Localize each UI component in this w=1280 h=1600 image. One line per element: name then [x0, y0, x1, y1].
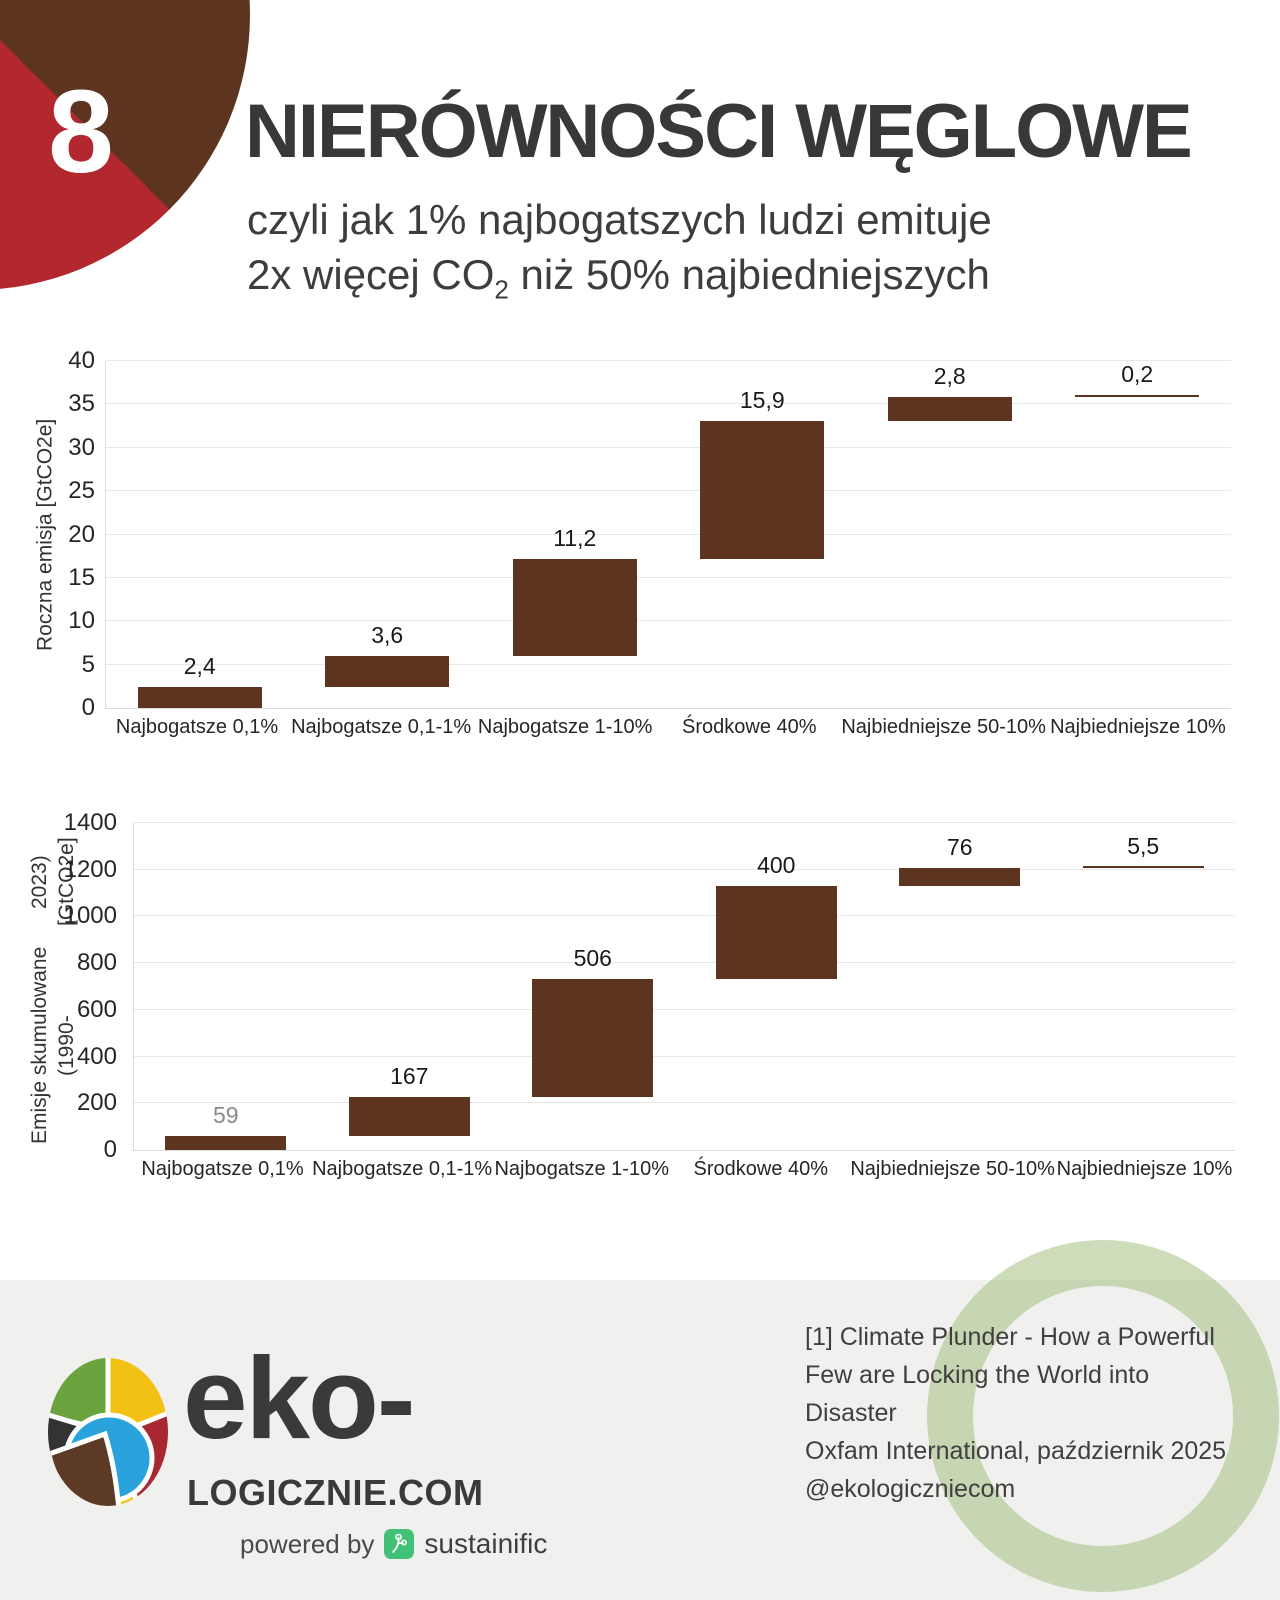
gridline	[106, 576, 1231, 578]
subtitle-line2-post: niż 50% najbiedniejszych	[508, 251, 990, 298]
y-tick-label: 1400	[63, 809, 117, 836]
y-tick-label: 35	[68, 390, 95, 418]
bar-value-label: 76	[946, 833, 973, 860]
gridline	[106, 446, 1231, 448]
bar-value-label: 506	[573, 945, 612, 972]
subtitle-line1: czyli jak 1% najbogatszych ludzi emituje	[247, 196, 992, 243]
subtitle-line2-pre: 2x więcej CO	[247, 251, 495, 298]
y-tick-label: 800	[76, 949, 117, 977]
waterfall-bar	[715, 885, 837, 980]
bar-value-label: 5,5	[1127, 832, 1160, 859]
y-tick-label: 400	[76, 1042, 117, 1070]
bar-value-label: 2,8	[933, 362, 966, 389]
x-category-label: Środkowe 40%	[693, 1158, 829, 1180]
waterfall-bar	[899, 867, 1021, 886]
sustainific-logo-icon	[384, 1529, 415, 1559]
bar-value-label: 0,2	[1121, 360, 1154, 387]
gridline	[106, 620, 1231, 622]
x-category-label: Najbiedniejsze 10%	[1056, 1158, 1233, 1180]
y-tick-label: 0	[81, 694, 95, 721]
waterfall-bar	[348, 1097, 470, 1137]
y-tick-label: 20	[68, 520, 95, 548]
x-category-label: Najbogatsze 0,1-1%	[312, 1158, 493, 1180]
y-tick-label: 1000	[63, 902, 117, 930]
bar-value-label: 2,4	[183, 653, 216, 680]
waterfall-bar	[887, 396, 1012, 421]
bar-value-label: 59	[212, 1102, 239, 1129]
y-ticks: 0 5 10 15 20 25 30 35 40	[40, 347, 95, 721]
waterfall-bar	[532, 979, 654, 1098]
bar-value-label: 3,6	[371, 621, 404, 648]
x-category-label: Środkowe 40%	[682, 716, 817, 738]
y-tick-label: 40	[68, 347, 95, 374]
ekologicznie-logo-icon	[45, 1356, 171, 1509]
citation-line: @ekologiczniecom	[805, 1475, 1016, 1503]
citation-line: Few are Locking the World into Disaster	[805, 1361, 1150, 1427]
gridline	[106, 533, 1231, 535]
gridline	[134, 962, 1235, 964]
brand-wordmark-bottom: LOGICZNIE.COM	[187, 1472, 484, 1513]
gridline	[134, 1055, 1235, 1057]
y-tick-label: 1200	[63, 855, 117, 883]
gridline	[106, 663, 1231, 665]
bar-value-label: 400	[757, 851, 796, 878]
waterfall-bar	[325, 655, 450, 688]
waterfall-bar	[165, 1136, 287, 1150]
waterfall-bar	[512, 558, 637, 656]
x-category-label: Najbiedniejsze 10%	[1050, 716, 1226, 738]
citation-line: [1] Climate Plunder - How a Powerful	[805, 1323, 1215, 1351]
gridline	[134, 1102, 1235, 1104]
y-tick-label: 30	[68, 433, 95, 461]
gridline	[134, 822, 1235, 823]
powered-by-label: powered by	[240, 1528, 375, 1559]
plot-area: 2,4 3,6 11,2 15,9 2,8 0,2	[105, 360, 1231, 709]
y-tick-label: 15	[68, 563, 95, 591]
waterfall-bar	[137, 687, 262, 708]
subtitle-co2-subscript: 2	[494, 274, 509, 305]
x-category-label: Najbiedniejsze 50-10%	[850, 1158, 1055, 1180]
y-tick-label: 5	[81, 650, 95, 678]
page-subtitle: czyli jak 1% najbogatszych ludzi emituje…	[247, 192, 1247, 317]
y-tick-label: 25	[68, 477, 95, 505]
page-title: NIERÓWNOŚCI WĘGLOWE	[245, 89, 1193, 174]
waterfall-bar	[700, 420, 825, 559]
source-citation: [1] Climate Plunder - How a Powerful Few…	[805, 1318, 1235, 1508]
y-tick-label: 10	[68, 607, 95, 635]
y-tick-label: 600	[76, 995, 117, 1023]
gridline	[106, 403, 1231, 405]
x-category-label: Najbogatsze 0,1%	[115, 716, 279, 738]
citation-line: Oxfam International, październik 2025	[805, 1437, 1227, 1465]
waterfall-bar	[1075, 394, 1200, 397]
powered-by-row: powered by sustainific	[240, 1528, 547, 1560]
x-category-label: Najbogatsze 0,1-1%	[291, 716, 472, 738]
bar-value-label: 15,9	[739, 386, 785, 413]
x-labels: Najbogatsze 0,1% Najbogatsze 0,1-1% Najbog…	[133, 1158, 1234, 1181]
x-category-label: Najbiedniejsze 50-10%	[841, 716, 1046, 738]
page-number-badge: 8	[48, 66, 114, 198]
decorative-ring	[925, 1238, 1280, 1594]
waterfall-bar	[1082, 865, 1204, 868]
y-tick-label: 200	[76, 1089, 117, 1117]
x-labels: Najbogatsze 0,1% Najbogatsze 0,1-1% Najbog…	[105, 716, 1230, 739]
x-category-label: Najbogatsze 1-10%	[494, 1158, 669, 1180]
powered-brand-label: sustainific	[424, 1528, 548, 1559]
y-tick-label: 0	[103, 1136, 117, 1163]
gridline	[106, 490, 1231, 492]
gridline	[106, 360, 1231, 361]
x-category-label: Najbogatsze 1-10%	[477, 716, 653, 738]
gridline	[134, 915, 1235, 917]
gridline	[134, 868, 1235, 870]
bar-value-label: 167	[390, 1063, 429, 1090]
y-ticks: 0 200 400 600 800 1000 1200 1400	[55, 809, 117, 1163]
plot-area: 59 167 506 400 76 5,5	[133, 822, 1235, 1151]
gridline	[134, 1008, 1235, 1010]
bar-value-label: 11,2	[553, 524, 597, 551]
brand-wordmark-top: eko-	[183, 1333, 416, 1463]
x-category-label: Najbogatsze 0,1%	[141, 1158, 304, 1180]
